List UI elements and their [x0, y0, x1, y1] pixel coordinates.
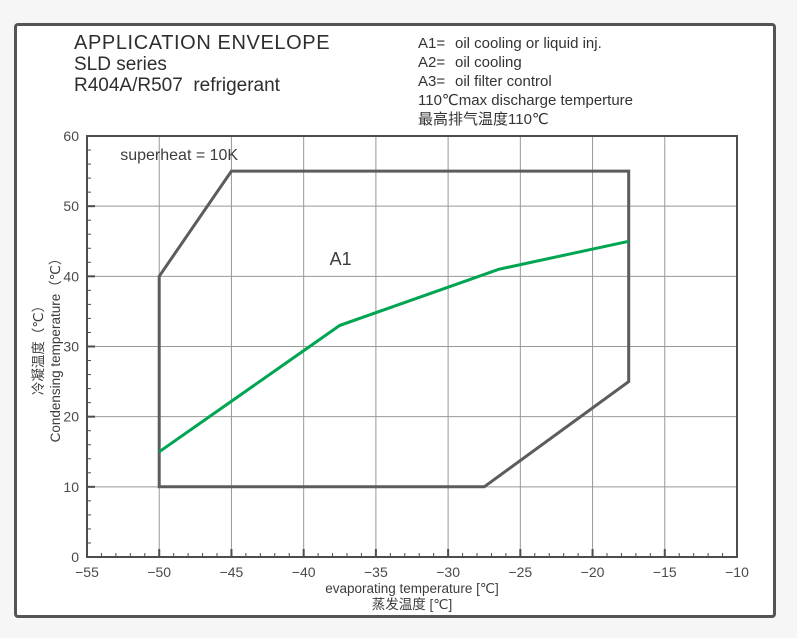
x-axis-label-en: evaporating temperature [℃] [325, 581, 499, 596]
legend-item-a3: A3= oil filter control [418, 72, 633, 91]
x-axis-label-block: evaporating temperature [℃] 蒸发温度 [℃] [87, 581, 737, 613]
x-tick-label: −45 [220, 564, 244, 580]
legend-key-a3: A3= [418, 73, 446, 90]
legend-desc-a3: oil filter control [455, 73, 552, 90]
plot-border [86, 135, 738, 558]
x-tick-label: −40 [292, 564, 316, 580]
y-tick-label: 30 [63, 339, 79, 355]
x-tick-label: −50 [147, 564, 171, 580]
discharge-temp-note-en: 110℃max discharge temperture [418, 92, 634, 109]
legend: A1= oil cooling or liquid inj. A2= oil coo… [418, 34, 633, 129]
legend-desc-a2: oil cooling [455, 54, 522, 71]
y-tick-label: 60 [63, 128, 79, 144]
operating-envelope [157, 169, 631, 489]
legend-desc-a1: oil cooling or liquid inj. [455, 35, 602, 52]
a1-boundary-line [158, 239, 630, 454]
legend-item-a2: A2= oil cooling [418, 53, 633, 72]
annotation-superheat-note: superheat = 10K [120, 147, 238, 164]
y-tick-label: 10 [63, 479, 79, 495]
chart-frame [14, 23, 776, 618]
chart-title-block: APPLICATION ENVELOPE SLD series R404A/R5… [74, 32, 330, 96]
y-axis-label-cn: 冷凝温度（℃） [31, 298, 46, 396]
x-tick-label: −30 [436, 564, 460, 580]
x-tick-label: −25 [508, 564, 532, 580]
y-tick-label: 40 [63, 268, 79, 284]
y-tick-label: 50 [63, 198, 79, 214]
y-axis-label-en: Condensing temperature（℃） [48, 251, 63, 443]
x-axis-label-cn: 蒸发温度 [℃] [371, 597, 453, 612]
legend-item-a1: A1= oil cooling or liquid inj. [418, 34, 633, 53]
annotation-region-a1: A1 [330, 249, 352, 269]
x-tick-label: −35 [364, 564, 388, 580]
page-title: APPLICATION ENVELOPE [74, 32, 331, 54]
y-tick-label: 20 [63, 409, 79, 425]
x-tick-label: −55 [75, 564, 99, 580]
discharge-temp-note-cn: 最高排气温度110℃ [418, 111, 549, 128]
x-tick-label: −15 [653, 564, 677, 580]
legend-key-a1: A1= [418, 35, 446, 52]
refrigerant-subtitle: R404A/R507 refrigerant [74, 75, 280, 96]
series-subtitle: SLD series [74, 54, 167, 75]
legend-key-a2: A2= [418, 54, 446, 71]
x-tick-label: −20 [581, 564, 605, 580]
y-tick-label: 0 [71, 549, 79, 565]
y-axis-label-block: 冷凝温度（℃） Condensing temperature（℃） [30, 252, 64, 443]
x-tick-label: −10 [725, 564, 749, 580]
